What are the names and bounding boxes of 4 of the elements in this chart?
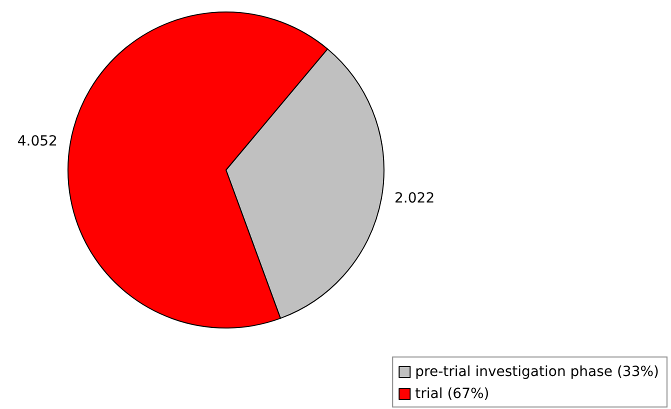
legend-label: pre-trial investigation phase (33%): [415, 364, 659, 380]
legend-label: trial (67%): [415, 386, 490, 402]
data-label: 4.052: [17, 133, 58, 150]
data-label: 2.022: [394, 190, 435, 207]
